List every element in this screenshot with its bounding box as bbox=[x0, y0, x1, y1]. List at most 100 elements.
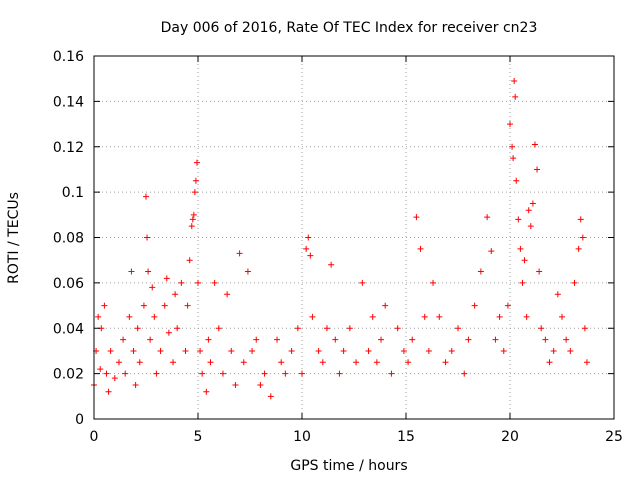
data-point bbox=[144, 234, 151, 241]
data-point bbox=[189, 216, 196, 223]
data-point bbox=[282, 370, 289, 377]
data-point bbox=[400, 347, 407, 354]
data-point bbox=[157, 347, 164, 354]
data-point bbox=[359, 279, 366, 286]
data-point bbox=[409, 336, 416, 343]
data-point bbox=[182, 347, 189, 354]
data-point bbox=[523, 313, 530, 320]
data-point bbox=[436, 313, 443, 320]
data-point bbox=[236, 250, 243, 257]
data-point bbox=[193, 159, 200, 166]
data-point bbox=[253, 336, 260, 343]
data-point bbox=[461, 370, 468, 377]
data-point bbox=[274, 336, 281, 343]
data-point bbox=[178, 279, 185, 286]
data-point bbox=[299, 370, 305, 377]
data-point bbox=[500, 347, 507, 354]
data-point bbox=[513, 177, 520, 184]
data-point bbox=[174, 325, 181, 332]
chart-title: Day 006 of 2016, Rate Of TEC Index for r… bbox=[161, 20, 538, 36]
y-tick-label: 0.1 bbox=[62, 185, 84, 201]
data-point bbox=[147, 336, 154, 343]
data-point bbox=[421, 313, 428, 320]
data-point bbox=[430, 279, 437, 286]
data-point bbox=[509, 143, 516, 150]
data-point bbox=[244, 268, 251, 275]
data-point bbox=[492, 336, 499, 343]
data-point bbox=[512, 93, 519, 100]
data-point bbox=[378, 336, 385, 343]
y-axis-label: ROTI / TECUs bbox=[6, 192, 22, 284]
data-point bbox=[315, 347, 322, 354]
data-point bbox=[319, 359, 326, 366]
data-point bbox=[192, 177, 199, 184]
data-point bbox=[336, 370, 343, 377]
data-point bbox=[224, 291, 231, 298]
data-point bbox=[425, 347, 432, 354]
data-point bbox=[140, 302, 147, 309]
data-point bbox=[394, 325, 401, 332]
data-point bbox=[550, 347, 557, 354]
data-point bbox=[369, 313, 376, 320]
data-point bbox=[130, 347, 137, 354]
data-point bbox=[199, 370, 206, 377]
data-point bbox=[240, 359, 247, 366]
data-point bbox=[373, 359, 380, 366]
data-point bbox=[267, 393, 274, 400]
data-point bbox=[107, 347, 114, 354]
data-point bbox=[571, 279, 578, 286]
data-point bbox=[232, 381, 239, 388]
data-point bbox=[219, 370, 226, 377]
data-point bbox=[191, 189, 198, 196]
y-tick-label: 0 bbox=[75, 412, 84, 428]
data-point bbox=[143, 193, 149, 200]
data-point bbox=[538, 325, 545, 332]
data-point bbox=[413, 214, 420, 221]
data-point bbox=[405, 359, 412, 366]
data-point bbox=[303, 245, 310, 252]
data-point bbox=[488, 248, 495, 255]
y-tick-label: 0.08 bbox=[53, 231, 84, 247]
data-point bbox=[448, 347, 455, 354]
data-point bbox=[455, 325, 461, 332]
data-point bbox=[101, 302, 108, 309]
data-point bbox=[163, 275, 170, 282]
data-point bbox=[365, 347, 372, 354]
data-point bbox=[534, 166, 541, 173]
data-point bbox=[510, 155, 517, 162]
data-point bbox=[328, 261, 335, 268]
data-point bbox=[188, 223, 195, 230]
data-point bbox=[519, 279, 526, 286]
data-point bbox=[105, 388, 112, 395]
data-point bbox=[215, 325, 222, 332]
data-point bbox=[170, 359, 177, 366]
y-tick-label: 0.06 bbox=[53, 276, 84, 292]
data-point bbox=[190, 211, 197, 218]
data-point bbox=[136, 359, 143, 366]
data-point bbox=[517, 245, 524, 252]
data-point bbox=[323, 325, 330, 332]
data-point bbox=[249, 347, 256, 354]
data-point bbox=[132, 381, 139, 388]
data-point bbox=[134, 325, 141, 332]
data-point bbox=[496, 313, 503, 320]
data-point bbox=[554, 291, 561, 298]
data-point bbox=[563, 336, 570, 343]
data-point bbox=[546, 359, 553, 366]
data-point bbox=[228, 347, 235, 354]
data-point bbox=[388, 370, 395, 377]
data-point bbox=[172, 291, 179, 298]
data-point bbox=[511, 77, 518, 84]
data-point bbox=[417, 245, 424, 252]
scatter-points bbox=[91, 77, 590, 400]
data-point bbox=[161, 302, 168, 309]
x-tick-label: 5 bbox=[194, 429, 203, 445]
data-point bbox=[346, 325, 353, 332]
data-point bbox=[261, 370, 268, 377]
data-point bbox=[579, 234, 586, 241]
data-point bbox=[288, 347, 295, 354]
data-point bbox=[521, 257, 528, 264]
data-point bbox=[186, 257, 193, 264]
data-point bbox=[115, 359, 122, 366]
